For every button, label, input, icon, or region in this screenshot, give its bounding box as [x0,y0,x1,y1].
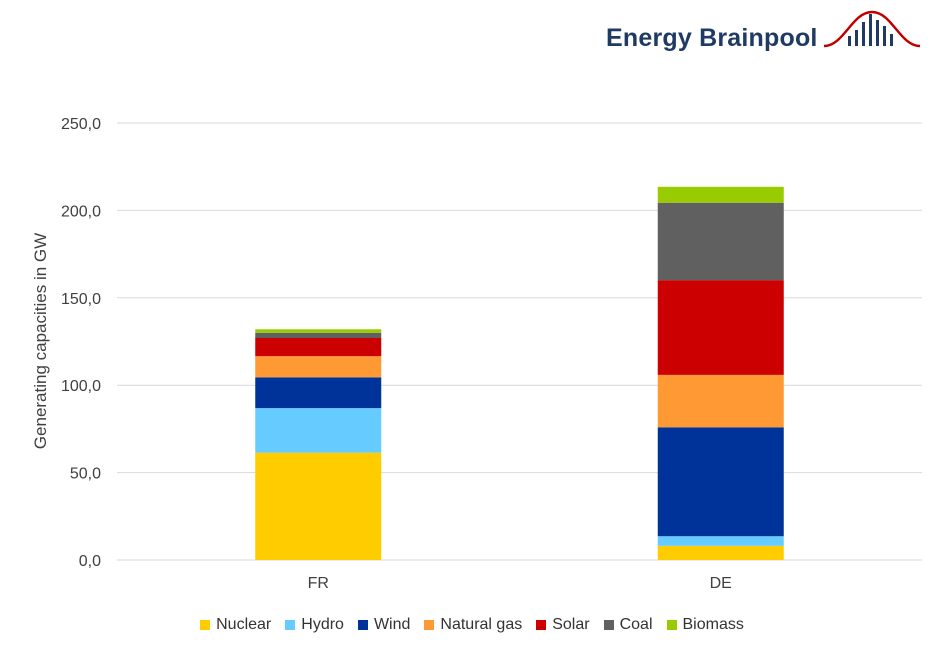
bar-segment-hydro-fr [255,408,382,453]
bar-segment-coal-de [657,202,784,281]
y-tick-label: 150,0 [61,291,101,308]
legend-swatch [285,620,296,630]
bar-segment-natural-gas-fr [255,356,382,378]
grid-lines [117,122,922,561]
legend-item-wind: Wind [357,616,411,634]
bar-segment-biomass-de [657,186,784,203]
legend-item-solar: Solar [536,616,590,634]
brand-mark-icon [823,10,921,48]
brand-logo: Energy Brainpool [606,10,926,60]
x-axis-ticks: FR DE [308,575,732,592]
legend-item-hydro: Hydro [285,616,344,634]
legend-item-nuclear: Nuclear [200,616,271,634]
legend-item-coal: Coal [603,616,653,634]
bar-segment-hydro-de [657,536,784,546]
stacked-bar-chart: 0,0 50,0 100,0 150,0 200,0 250,0 FR DE Generat… [31,116,922,592]
legend-label: Nuclear [216,616,272,633]
legend-swatch [357,620,368,630]
x-tick-label: FR [308,575,329,592]
legend-item-biomass: Biomass [666,616,744,634]
legend-swatch [536,620,547,630]
brand-name: Energy Brainpool [606,24,818,52]
bar-segment-wind-fr [255,377,382,409]
legend-swatch [200,620,211,630]
y-tick-label: 200,0 [61,203,101,220]
bar-segment-biomass-fr [255,329,382,333]
y-tick-label: 50,0 [70,466,101,483]
y-tick-label: 0,0 [79,553,101,570]
legend-label: Natural gas [440,616,523,633]
y-axis-label: Generating capacities in GW [31,233,50,449]
bar-segment-nuclear-de [657,545,784,560]
legend-item-natural-gas: Natural gas [424,616,522,634]
legend-label: Hydro [301,616,344,633]
bars [255,186,784,560]
bar-segment-nuclear-fr [255,452,382,560]
y-tick-label: 100,0 [61,378,101,395]
bar-segment-solar-de [657,280,784,375]
y-axis-ticks: 0,0 50,0 100,0 150,0 200,0 250,0 [61,116,101,570]
legend-swatch [666,620,677,630]
y-tick-label: 250,0 [61,116,101,133]
legend-swatch [603,620,614,630]
bar-segment-natural-gas-de [657,374,784,428]
legend-label: Solar [552,616,590,633]
legend-swatch [424,620,435,630]
bar-segment-solar-fr [255,338,382,357]
legend-label: Coal [619,616,653,633]
legend-label: Wind [373,616,411,633]
chart-legend: Nuclear Hydro Wind Natural gas Solar Coal Biom… [0,616,944,634]
bar-segment-wind-de [657,427,784,537]
bar-segment-coal-fr [255,332,382,339]
legend-label: Biomass [682,616,744,633]
x-tick-label: DE [710,575,732,592]
